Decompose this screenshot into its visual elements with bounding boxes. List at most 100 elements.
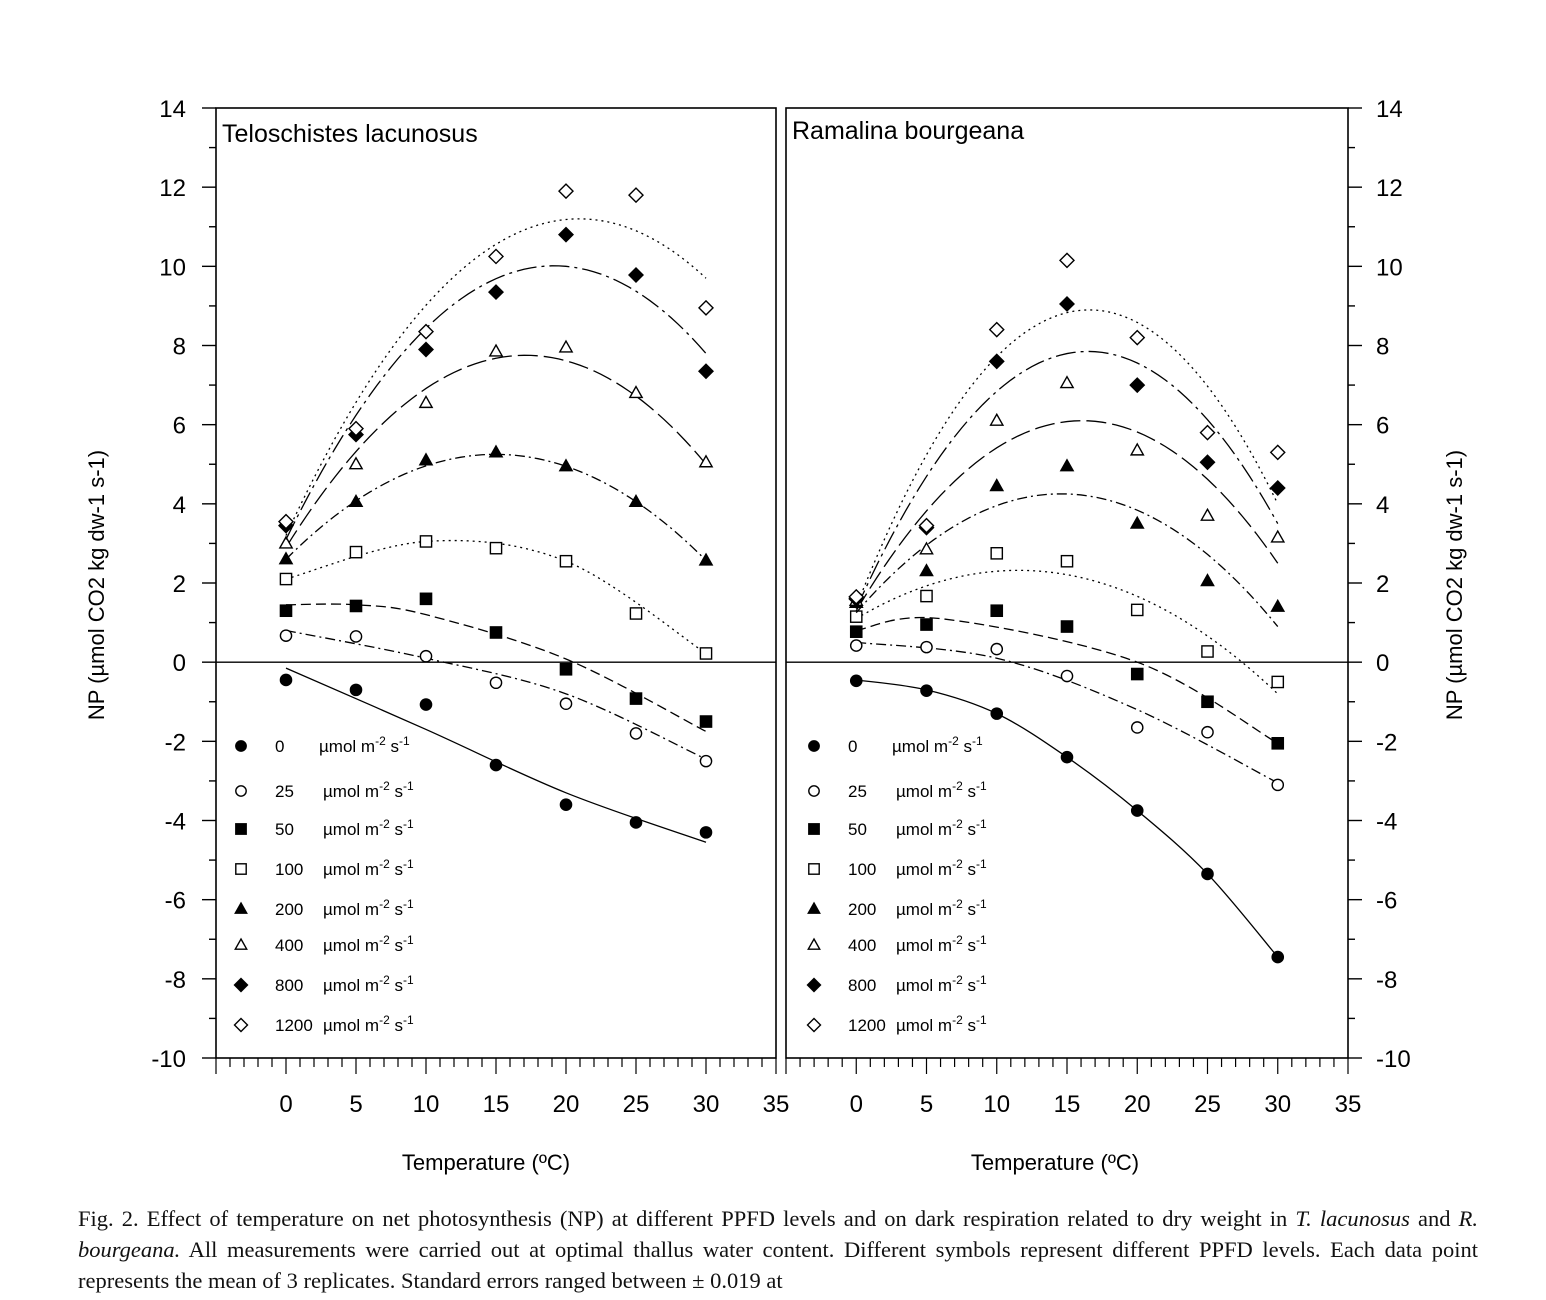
data-point [1200,507,1215,521]
y-axis-title-right: NP (µmol CO2 kg dw-1 s-1) [1442,450,1467,720]
fit-line [285,629,707,760]
legend-marker [808,785,820,797]
y-tick-label: 14 [159,96,186,123]
data-point [699,754,713,768]
series-400 [278,339,714,549]
x-tick-label: 0 [850,1091,863,1118]
legend-label: 25 µmol m-2 s-1 [848,779,987,801]
x-axis-title: Temperature (ºC) [971,1150,1139,1175]
data-point [1269,480,1286,496]
data-point [418,323,434,340]
data-point [418,395,434,409]
data-point [489,676,503,690]
y-tick-label: -8 [165,967,186,994]
data-point [488,444,504,458]
data-point [279,673,293,687]
legend-marker [234,937,248,950]
data-point [698,363,714,380]
x-tick-label: 10 [413,1091,440,1118]
data-point [488,248,504,265]
data-point [418,452,434,466]
fit-line [285,265,707,540]
data-point [1129,515,1145,529]
data-point [989,478,1005,492]
caption-species-2: R. bourgeana. [78,1206,1478,1262]
data-point [988,353,1005,370]
series-0 [279,667,713,843]
y-tick-label: 10 [159,254,186,281]
data-point [1199,454,1216,471]
x-tick-label: 25 [623,1091,650,1118]
x-tick-label: 20 [553,1091,580,1118]
x-tick-label: 10 [983,1091,1010,1118]
legend-label: 100 µmol m-2 s-1 [275,857,414,879]
data-point [558,183,574,200]
legend-marker [808,863,820,875]
data-point [1060,669,1074,683]
data-point [349,630,363,643]
data-point [1060,620,1074,633]
legend-marker [235,785,247,797]
data-point [1201,645,1214,658]
fit-line [855,493,1279,627]
data-point [699,826,713,839]
legend-marker [235,823,247,835]
data-point [1201,867,1214,881]
series-50 [849,604,1285,750]
data-point [558,226,574,243]
data-point [629,816,643,829]
y-tick-label: 4 [1376,492,1389,519]
data-point [558,458,574,472]
fit-line [285,218,707,536]
y-tick-label: 10 [1376,254,1403,281]
y-tick-label: 12 [159,175,186,202]
data-point [919,541,934,555]
caption-mid: and [1409,1206,1459,1231]
data-point [848,588,865,605]
legend-marker [233,1017,249,1033]
data-point [1271,950,1285,964]
x-tick-label: 20 [1124,1091,1151,1118]
data-point [559,798,573,811]
data-point [279,572,293,586]
x-tick-label: 15 [1054,1091,1081,1118]
data-point [990,707,1004,720]
data-point [628,385,644,399]
data-point [698,552,714,566]
series-50 [279,592,713,733]
x-tick-label: 35 [763,1091,790,1118]
data-point [699,647,713,660]
data-point [1130,603,1144,617]
data-point [628,187,644,204]
data-point [1271,675,1285,689]
x-tick-label: 5 [920,1091,933,1118]
data-point [698,454,714,468]
data-point [1199,424,1216,441]
legend-marker [808,823,820,835]
legend-label: 800 µmol m-2 s-1 [848,973,987,995]
data-point [489,758,503,772]
panel-title: Ramalina bourgeana [792,117,1024,145]
data-point [849,639,863,652]
data-point [418,341,434,358]
series-400 [848,375,1286,612]
data-point [1270,598,1286,612]
data-point [918,517,935,534]
data-point [920,618,933,631]
data-point [1130,721,1144,734]
data-point [920,640,933,654]
series-100 [849,547,1285,695]
fit-line [855,350,1279,609]
data-point [849,625,863,638]
legend-label: 200 µmol m-2 s-1 [275,897,414,919]
data-point [278,551,294,565]
y-tick-label: 2 [1376,571,1389,598]
legend-marker [235,740,247,752]
y-tick-label: -8 [1376,967,1397,994]
y-tick-label: -10 [1376,1046,1411,1073]
series-0 [849,674,1285,964]
data-point [1130,804,1144,817]
data-point [488,284,504,301]
data-point [419,649,433,663]
